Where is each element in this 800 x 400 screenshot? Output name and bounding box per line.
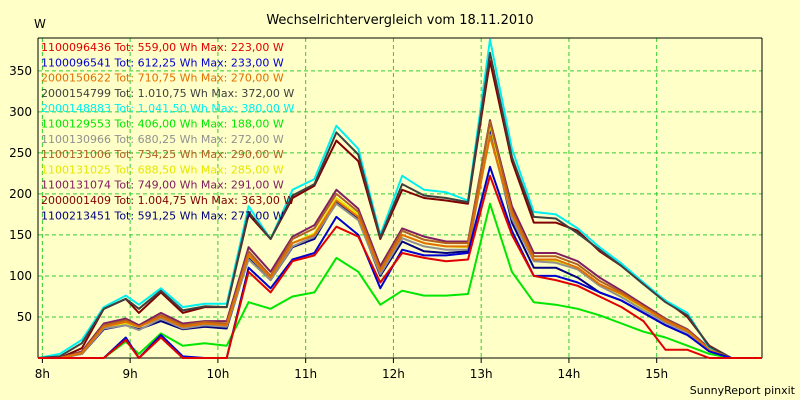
series-layer	[37, 38, 762, 359]
x-tick-label-3: 11h	[294, 367, 317, 381]
y-tick-label-3: 200	[9, 187, 32, 201]
x-tick-label-7: 15h	[645, 367, 668, 381]
legend-entry-4: 1100131006 Tot: 734,25 Wh Max: 290,00 W	[41, 148, 284, 161]
y-tick-label-1: 100	[9, 269, 32, 283]
legend-entry-5: 1100130966 Tot: 680,25 Wh Max: 272,00 W	[41, 133, 284, 146]
series-line-5	[38, 133, 762, 359]
series-line-7	[37, 38, 762, 359]
x-tick-label-0: 8h	[35, 367, 50, 381]
y-axis-label: W	[34, 17, 46, 31]
footer-credit: SunnyReport pinxit	[690, 384, 796, 397]
chart-title: Wechselrichtervergleich vom 18.11.2010	[266, 13, 533, 28]
legend-entry-8: 2000154799 Tot: 1.010,75 Wh Max: 372,00 …	[41, 87, 294, 100]
series-line-6	[38, 202, 762, 359]
legend-entry-2: 1100131074 Tot: 749,00 Wh Max: 291,00 W	[41, 179, 284, 192]
legend: 1100096436 Tot: 559,00 Wh Max: 223,00 W 1…	[41, 41, 294, 222]
legend-entry-1: 2000001409 Tot: 1.004,75 Wh Max: 363,00 …	[41, 194, 294, 207]
series-line-9	[38, 135, 762, 359]
y-tick-label-5: 300	[9, 105, 32, 119]
legend-entry-0: 1100213451 Tot: 591,25 Wh Max: 277,00 W	[41, 209, 284, 222]
legend-entry-3: 1100131025 Tot: 688,50 Wh Max: 285,00 W	[41, 163, 284, 176]
y-tick-label-4: 250	[9, 146, 32, 160]
x-tick-label-6: 14h	[557, 367, 580, 381]
legend-entry-6: 1100129553 Tot: 406,00 Wh Max: 188,00 W	[41, 118, 284, 131]
x-tick-label-2: 10h	[206, 367, 229, 381]
y-tick-label-2: 150	[9, 228, 32, 242]
legend-entry-7: 2000148883 Tot: 1.041,50 Wh Max: 380,00 …	[41, 102, 294, 115]
axes-layer: 50 100 150 200 250 300 350 8h 9h 10h 11h 12h 13h 14h 1…	[9, 37, 763, 381]
series-line-2	[38, 119, 762, 359]
legend-entry-9: 2000150622 Tot: 710,75 Wh Max: 270,00 W	[41, 72, 284, 85]
series-line-8	[37, 51, 762, 359]
x-tick-label-1: 9h	[123, 367, 138, 381]
x-tick-label-5: 13h	[470, 367, 493, 381]
x-tick-label-4: 12h	[382, 367, 405, 381]
legend-entry-11: 1100096436 Tot: 559,00 Wh Max: 223,00 W	[41, 41, 284, 54]
y-tick-label-0: 50	[17, 310, 32, 324]
legend-entry-10: 1100096541 Tot: 612,25 Wh Max: 233,00 W	[41, 56, 284, 69]
y-tick-label-6: 350	[9, 64, 32, 78]
series-line-11	[38, 174, 762, 359]
